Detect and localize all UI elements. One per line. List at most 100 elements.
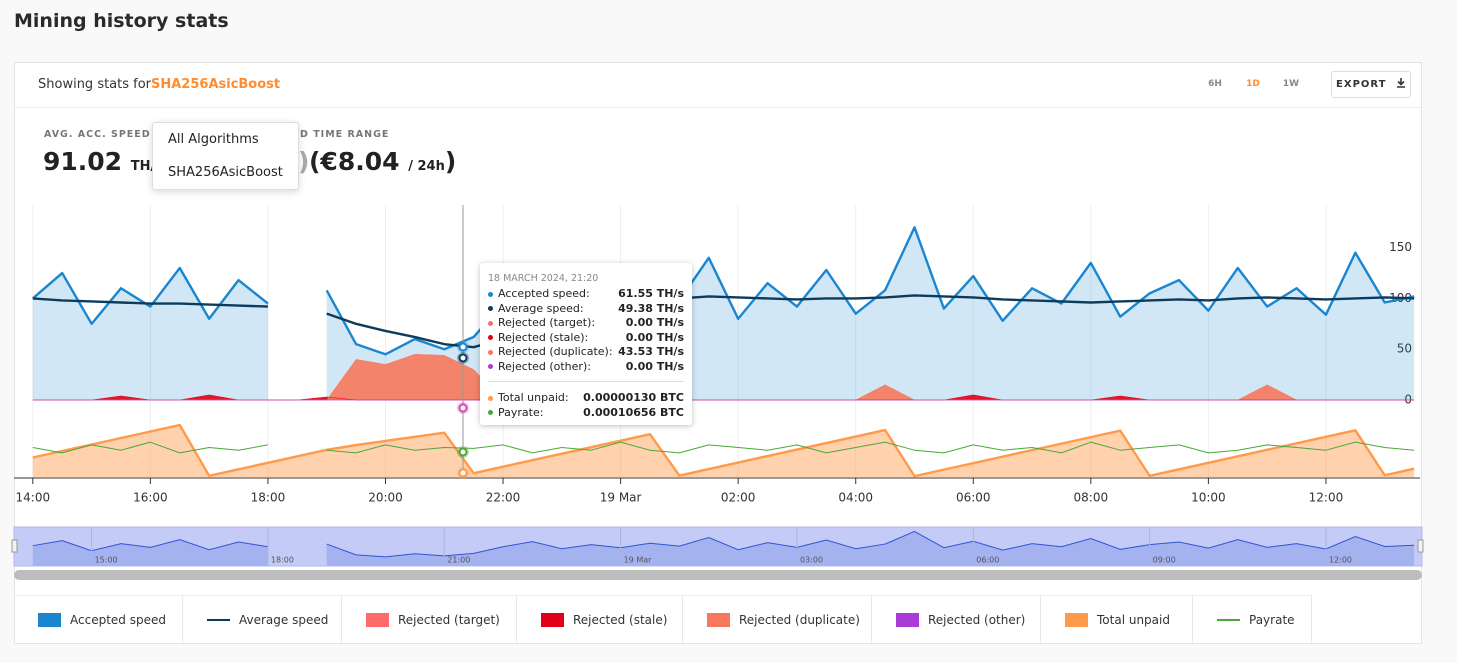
dropdown-option[interactable]: All Algorithms [168, 132, 259, 147]
legend-item[interactable]: Rejected (stale) [517, 596, 683, 643]
legend-swatch [896, 612, 919, 627]
range-button[interactable]: 6H [1208, 79, 1222, 89]
hover-marker [458, 447, 468, 457]
tooltip-dot [488, 364, 493, 369]
page-title: Mining history stats [14, 10, 229, 32]
x-tick-label: 08:00 [1074, 491, 1109, 505]
tooltip-label: Total unpaid: [498, 391, 569, 404]
tooltip-label: Payrate: [498, 405, 544, 419]
navigator-tick-label: 15:00 [95, 556, 118, 565]
legend-item[interactable]: Rejected (target) [342, 596, 517, 643]
profit-number: (€8.04 [309, 147, 400, 176]
profit-close: ) [444, 147, 457, 176]
legend-item[interactable]: Payrate [1193, 596, 1312, 643]
hidden-close: ) [298, 147, 310, 176]
range-buttons: 6H 1D 1W [1196, 79, 1310, 89]
tooltip-value: 0.00 TH/s [625, 330, 684, 344]
legend-item[interactable]: Rejected (duplicate) [683, 596, 872, 643]
legend-swatch [1065, 612, 1088, 627]
tooltip-row: Payrate: 0.00010656 BTC [488, 406, 684, 420]
x-tick-label: 16:00 [133, 491, 168, 505]
tooltip-label: Accepted speed: [498, 287, 590, 300]
x-tick-label: 18:00 [251, 491, 286, 505]
tooltip-label: Rejected (duplicate): [498, 345, 613, 358]
y-tick-label: 150 [1389, 240, 1412, 254]
tooltip-label: Average speed: [498, 301, 584, 315]
range-label: D TIME RANGE [300, 129, 390, 140]
legend-label: Total unpaid [1097, 612, 1170, 627]
legend-label: Accepted speed [70, 612, 166, 627]
stats-prefix: Showing stats for [38, 77, 152, 92]
range-button[interactable]: 1D [1246, 79, 1260, 89]
legend-swatch [38, 612, 61, 627]
y-tick-label: 0 [1404, 393, 1412, 407]
hover-marker [458, 353, 468, 363]
tooltip-value: 0.00000130 BTC [583, 391, 684, 404]
tooltip-row: Total unpaid: 0.00000130 BTC [488, 391, 684, 405]
algorithm-dropdown[interactable]: All Algorithms SHA256AsicBoost [152, 122, 299, 190]
navigator-tick-label: 03:00 [800, 556, 823, 565]
tooltip-dot [488, 395, 493, 401]
tooltip-dot [488, 320, 493, 326]
series-line [32, 441, 1415, 454]
tooltip-label: Rejected (target): [498, 316, 596, 329]
x-tick-label: 19 Mar [600, 491, 642, 505]
navigator-fill [32, 531, 1415, 566]
speed-number: 91.02 [43, 147, 123, 176]
range-button[interactable]: 1W [1282, 79, 1300, 89]
legend-label: Payrate [1249, 612, 1295, 627]
tooltip-dot [488, 335, 493, 340]
legend-item[interactable]: Rejected (other) [872, 596, 1041, 643]
x-tick-label: 12:00 [1309, 491, 1344, 505]
export-button[interactable]: EXPORT [1331, 71, 1411, 98]
tooltip-row: Rejected (other): 0.00 TH/s [488, 360, 684, 374]
tooltip-value: 49.38 TH/s [618, 301, 684, 315]
tooltip-row: Average speed: 49.38 TH/s [488, 302, 684, 316]
hover-marker [458, 403, 468, 413]
export-label[interactable]: EXPORT [1336, 79, 1387, 90]
legend-item[interactable]: Total unpaid [1041, 596, 1193, 643]
legend-swatch [541, 612, 564, 627]
legend-label: Rejected (stale) [573, 612, 668, 627]
dropdown-option[interactable]: SHA256AsicBoost [168, 165, 283, 180]
navigator-tick-label: 19 Mar [624, 556, 653, 565]
legend-label: Average speed [239, 612, 329, 627]
scrollbar [14, 570, 1422, 580]
x-tick-label: 02:00 [721, 491, 756, 505]
tooltip-value: 61.55 TH/s [618, 287, 684, 300]
tooltip-dot [488, 349, 493, 355]
legend-swatch [707, 612, 730, 627]
legend-label: Rejected (target) [398, 612, 500, 627]
x-tick-label: 06:00 [956, 491, 991, 505]
navigator-line [32, 530, 1415, 558]
speed-label: AVG. ACC. SPEED (A [44, 129, 169, 140]
legend-item[interactable]: Accepted speed [14, 596, 183, 643]
legend-item[interactable]: Average speed [183, 596, 342, 643]
tooltip-value: 0.00010656 BTC [583, 405, 684, 419]
navigator-tick-label: 21:00 [447, 556, 470, 565]
hover-marker [458, 342, 468, 352]
tooltip-separator [488, 381, 684, 382]
legend-label: Rejected (other) [928, 612, 1026, 627]
x-tick-label: 22:00 [486, 491, 521, 505]
algorithm-selector[interactable]: SHA256AsicBoost [151, 77, 281, 92]
tooltip-value: 43.53 TH/s [618, 345, 684, 358]
tooltip-row: Rejected (duplicate): 43.53 TH/s [488, 345, 684, 359]
navigator-tick-label: 18:00 [271, 556, 294, 565]
x-tick-label: 10:00 [1191, 491, 1226, 505]
legend-swatch [1217, 618, 1240, 621]
area-fill [32, 227, 1415, 400]
tooltip-row: Rejected (target): 0.00 TH/s [488, 316, 684, 330]
tooltip-dot [488, 410, 493, 415]
navigator-handle [1417, 539, 1424, 553]
legend: Accepted speed Average speed Rejected (tar… [14, 595, 1312, 643]
legend-swatch [366, 612, 389, 627]
download-icon [1396, 78, 1405, 88]
x-tick-label: 14:00 [16, 491, 51, 505]
tooltip-label: Rejected (stale): [498, 330, 589, 344]
tooltip-value: 0.00 TH/s [625, 359, 684, 373]
series-line [32, 423, 1415, 478]
tooltip-dot [488, 306, 493, 311]
